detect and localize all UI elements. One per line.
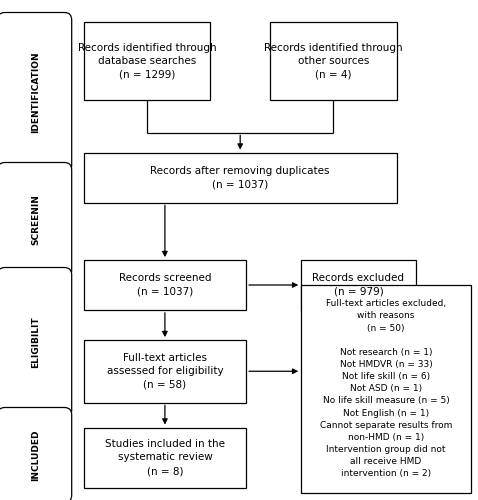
Text: Records screened
(n = 1037): Records screened (n = 1037) xyxy=(119,273,211,297)
Text: Records excluded
(n = 979): Records excluded (n = 979) xyxy=(313,273,404,297)
FancyBboxPatch shape xyxy=(0,408,72,500)
FancyBboxPatch shape xyxy=(84,152,397,202)
FancyBboxPatch shape xyxy=(301,285,471,492)
FancyBboxPatch shape xyxy=(84,428,246,488)
Text: Records identified through
other sources
(n = 4): Records identified through other sources… xyxy=(264,42,403,80)
FancyBboxPatch shape xyxy=(0,162,72,278)
FancyBboxPatch shape xyxy=(84,340,246,402)
Text: Records after removing duplicates
(n = 1037): Records after removing duplicates (n = 1… xyxy=(151,166,330,190)
FancyBboxPatch shape xyxy=(84,22,210,100)
Text: ELIGIBILIT: ELIGIBILIT xyxy=(32,316,40,368)
Text: INCLUDED: INCLUDED xyxy=(32,429,40,481)
FancyBboxPatch shape xyxy=(301,260,416,310)
FancyBboxPatch shape xyxy=(0,12,72,172)
FancyBboxPatch shape xyxy=(0,268,72,418)
Text: SCREENIN: SCREENIN xyxy=(32,194,40,246)
FancyBboxPatch shape xyxy=(270,22,397,100)
FancyBboxPatch shape xyxy=(84,260,246,310)
Text: IDENTIFICATION: IDENTIFICATION xyxy=(32,52,40,134)
Text: Full-text articles excluded,
with reasons
(n = 50)

Not research (n = 1)
Not HMD: Full-text articles excluded, with reason… xyxy=(320,299,452,478)
Text: Studies included in the
systematic review
(n = 8): Studies included in the systematic revie… xyxy=(105,439,225,476)
Text: Full-text articles
assessed for eligibility
(n = 58): Full-text articles assessed for eligibil… xyxy=(107,352,223,390)
Text: Records identified through
database searches
(n = 1299): Records identified through database sear… xyxy=(77,42,217,80)
